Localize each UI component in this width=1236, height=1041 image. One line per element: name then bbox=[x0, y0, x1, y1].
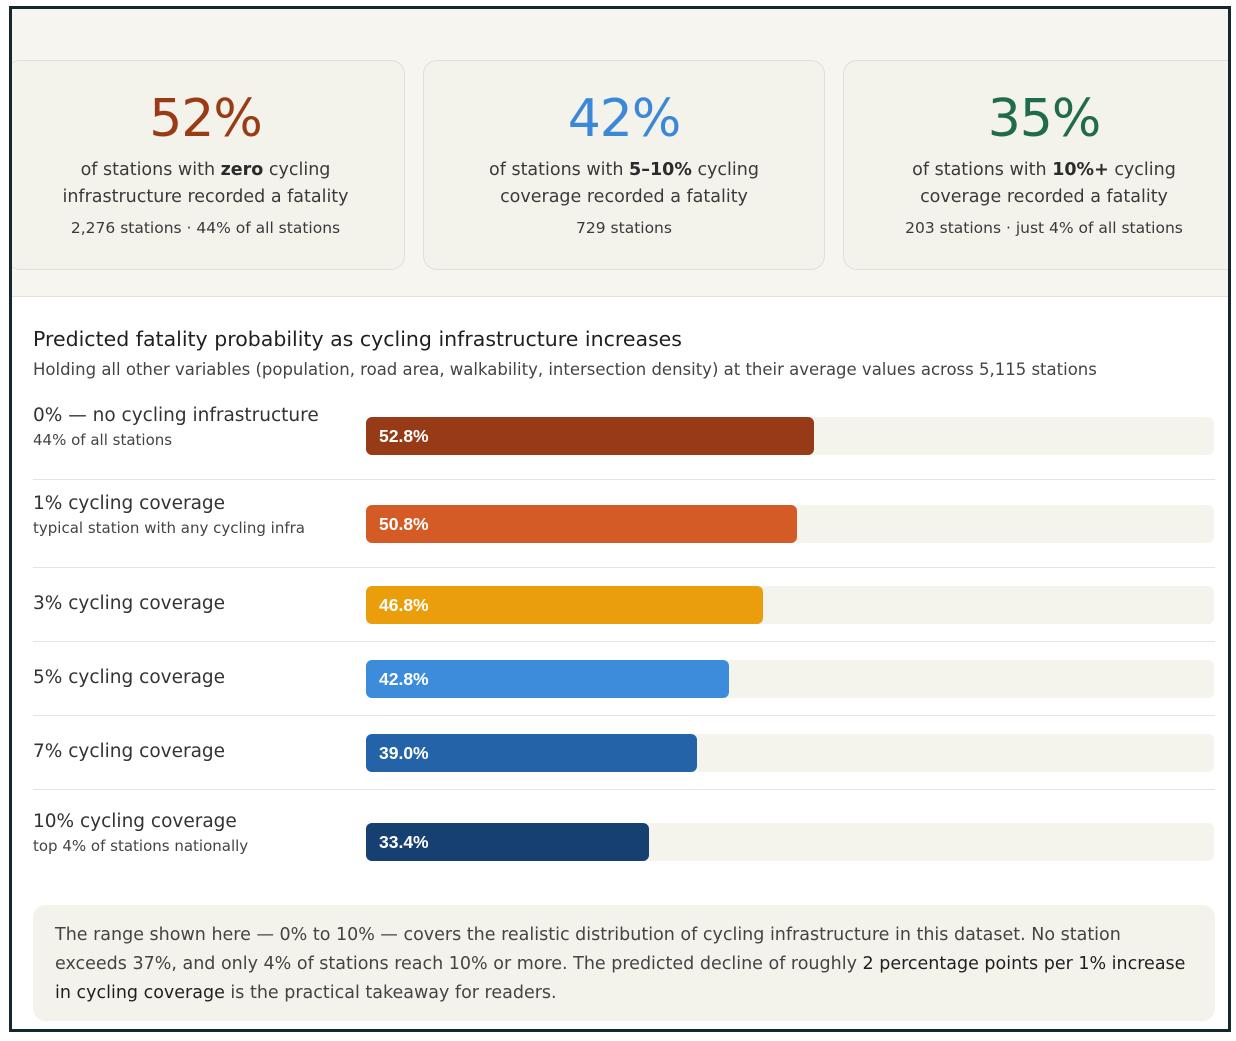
stat-description: of stations with zero cycling infrastruc… bbox=[12, 157, 404, 211]
page-frame: 52% of stations with zero cycling infras… bbox=[9, 6, 1231, 1032]
category-label: 1% cycling coverage bbox=[33, 493, 226, 514]
stat-cards-band: 52% of stations with zero cycling infras… bbox=[12, 9, 1228, 299]
stat-value: 35% bbox=[987, 89, 1102, 149]
category-sublabel: typical station with any cycling infra bbox=[33, 519, 305, 537]
bar-row: 5% cycling coverage 42.8% bbox=[33, 642, 1215, 716]
stat-value: 52% bbox=[149, 89, 263, 149]
desc-emphasis: zero bbox=[220, 160, 264, 180]
bar: 42.8% bbox=[366, 660, 729, 698]
category-label: 3% cycling coverage bbox=[33, 593, 226, 614]
bar: 50.8% bbox=[366, 505, 797, 543]
bar-track: 39.0% bbox=[366, 734, 1214, 772]
bar-label: 3% cycling coverage bbox=[33, 593, 225, 614]
note-text: is the practical takeaway for readers. bbox=[224, 983, 557, 1003]
desc-text: of stations with bbox=[912, 160, 1053, 180]
chart-title: Predicted fatality probability as cyclin… bbox=[33, 327, 682, 351]
stat-footnote: 203 stations · just 4% of all stations bbox=[905, 219, 1183, 237]
takeaway-note: The range shown here — 0% to 10% — cover… bbox=[33, 905, 1215, 1021]
bar: 52.8% bbox=[366, 417, 814, 455]
desc-text: cycling coverage recorded a fatality bbox=[500, 160, 759, 207]
stat-card-zero: 52% of stations with zero cycling infras… bbox=[12, 60, 405, 270]
bar-value-label: 52.8% bbox=[379, 426, 429, 446]
desc-emphasis: 5–10% bbox=[629, 160, 692, 180]
bar: 33.4% bbox=[366, 823, 650, 861]
bar-row: 0% — no cycling infrastructure 44% of all… bbox=[33, 392, 1215, 480]
desc-text: of stations with bbox=[80, 160, 221, 180]
bar-value-label: 33.4% bbox=[379, 832, 429, 852]
bar-track: 52.8% bbox=[366, 417, 1214, 455]
desc-emphasis: 10%+ bbox=[1052, 160, 1109, 180]
stat-footnote: 729 stations bbox=[576, 219, 672, 237]
bar-row: 10% cycling coverage top 4% of stations n… bbox=[33, 790, 1215, 882]
stat-card-10-plus: 35% of stations with 10%+ cycling covera… bbox=[843, 60, 1228, 270]
bar-label: 7% cycling coverage bbox=[33, 741, 225, 762]
chart-subtitle: Holding all other variables (population,… bbox=[33, 360, 1097, 379]
stat-description: of stations with 5–10% cycling coverage … bbox=[424, 157, 824, 211]
note-emphasis: 2 percentage points per 1% increase in c… bbox=[55, 954, 1186, 1003]
bar-label: 5% cycling coverage bbox=[33, 667, 225, 688]
chart-panel: Predicted fatality probability as cyclin… bbox=[12, 296, 1228, 1029]
desc-text: cycling coverage recorded a fatality bbox=[920, 160, 1176, 207]
bar: 39.0% bbox=[366, 734, 697, 772]
bar-track: 42.8% bbox=[366, 660, 1214, 698]
bar-label: 0% — no cycling infrastructure 44% of all… bbox=[33, 405, 319, 449]
desc-text: of stations with bbox=[489, 160, 630, 180]
bar-chart: 0% — no cycling infrastructure 44% of all… bbox=[33, 392, 1215, 882]
stat-value: 42% bbox=[567, 89, 682, 149]
bar: 46.8% bbox=[366, 586, 763, 624]
category-label: 10% cycling coverage bbox=[33, 811, 237, 832]
bar-value-label: 42.8% bbox=[379, 669, 429, 689]
bar-track: 50.8% bbox=[366, 505, 1214, 543]
bar-label: 10% cycling coverage top 4% of stations n… bbox=[33, 811, 248, 855]
category-label: 0% — no cycling infrastructure bbox=[33, 405, 319, 426]
bar-row: 7% cycling coverage 39.0% bbox=[33, 716, 1215, 790]
category-sublabel: 44% of all stations bbox=[33, 431, 173, 449]
bar-value-label: 46.8% bbox=[379, 595, 429, 615]
bar-value-label: 50.8% bbox=[379, 514, 429, 534]
stat-description: of stations with 10%+ cycling coverage r… bbox=[844, 157, 1228, 211]
bar-track: 33.4% bbox=[366, 823, 1214, 861]
bar-label: 1% cycling coverage typical station with … bbox=[33, 493, 305, 537]
bar-value-label: 39.0% bbox=[379, 743, 429, 763]
note-text: The range shown here — 0% to 10% — cover… bbox=[55, 925, 1121, 974]
bar-track: 46.8% bbox=[366, 586, 1214, 624]
category-label: 5% cycling coverage bbox=[33, 667, 226, 688]
category-label: 7% cycling coverage bbox=[33, 741, 226, 762]
stat-footnote: 2,276 stations · 44% of all stations bbox=[70, 219, 341, 237]
bar-row: 1% cycling coverage typical station with … bbox=[33, 480, 1215, 568]
stat-card-5-10: 42% of stations with 5–10% cycling cover… bbox=[423, 60, 825, 270]
bar-row: 3% cycling coverage 46.8% bbox=[33, 568, 1215, 642]
desc-text: cycling infrastructure recorded a fatali… bbox=[62, 160, 349, 207]
category-sublabel: top 4% of stations nationally bbox=[33, 837, 249, 855]
